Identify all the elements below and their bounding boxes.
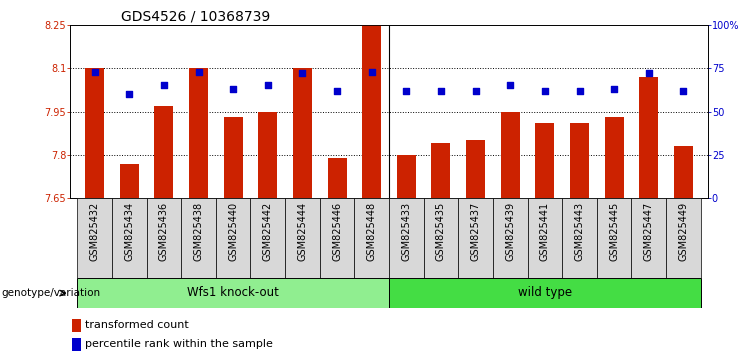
Bar	[639, 77, 658, 198]
Text: GSM825437: GSM825437	[471, 202, 481, 262]
Point	[193, 69, 205, 74]
Bar	[285, 198, 320, 278]
Text: GSM825443: GSM825443	[574, 202, 585, 261]
Text: wild type: wild type	[518, 286, 572, 299]
Point	[505, 82, 516, 88]
Text: GSM825446: GSM825446	[332, 202, 342, 261]
Text: GSM825449: GSM825449	[679, 202, 688, 261]
Text: percentile rank within the sample: percentile rank within the sample	[84, 339, 273, 349]
Bar	[216, 198, 250, 278]
Text: GSM825448: GSM825448	[367, 202, 376, 261]
Text: GSM825447: GSM825447	[644, 202, 654, 262]
Text: GSM825432: GSM825432	[90, 202, 99, 262]
Bar	[562, 198, 597, 278]
Bar	[493, 198, 528, 278]
Text: genotype/variation: genotype/variation	[1, 288, 101, 298]
Bar	[224, 117, 243, 198]
Bar	[466, 141, 485, 198]
Bar	[570, 123, 589, 198]
Point	[262, 82, 273, 88]
Bar	[73, 338, 82, 351]
Text: GSM825435: GSM825435	[436, 202, 446, 262]
Bar	[389, 198, 424, 278]
Text: GSM825439: GSM825439	[505, 202, 515, 261]
Bar	[501, 112, 519, 198]
Text: GSM825444: GSM825444	[297, 202, 308, 261]
Bar	[182, 198, 216, 278]
Bar	[250, 198, 285, 278]
Bar	[154, 106, 173, 198]
Text: GSM825433: GSM825433	[402, 202, 411, 261]
Bar	[597, 198, 631, 278]
Point	[158, 82, 170, 88]
Bar	[320, 198, 354, 278]
Bar	[458, 198, 493, 278]
Bar	[77, 198, 112, 278]
Point	[331, 88, 343, 93]
Bar	[397, 155, 416, 198]
Bar	[535, 123, 554, 198]
Bar	[77, 278, 389, 308]
Text: Wfs1 knock-out: Wfs1 knock-out	[187, 286, 279, 299]
Bar	[389, 278, 701, 308]
Point	[677, 88, 689, 93]
Text: GSM825445: GSM825445	[609, 202, 619, 262]
Text: GSM825440: GSM825440	[228, 202, 238, 261]
Point	[608, 86, 620, 92]
Bar	[666, 198, 701, 278]
Text: GSM825436: GSM825436	[159, 202, 169, 261]
Bar	[73, 319, 82, 332]
Point	[539, 88, 551, 93]
Bar	[424, 198, 458, 278]
Bar	[147, 198, 182, 278]
Bar	[293, 68, 312, 198]
Point	[89, 69, 101, 74]
Bar	[189, 68, 208, 198]
Text: GSM825438: GSM825438	[193, 202, 204, 261]
Point	[366, 69, 378, 74]
Point	[123, 91, 135, 97]
Bar	[362, 25, 381, 198]
Bar	[120, 164, 139, 198]
Bar	[328, 158, 347, 198]
Bar	[674, 146, 693, 198]
Text: GSM825441: GSM825441	[540, 202, 550, 261]
Text: GSM825434: GSM825434	[124, 202, 134, 261]
Point	[400, 88, 412, 93]
Bar	[528, 198, 562, 278]
Bar	[112, 198, 147, 278]
Text: transformed count: transformed count	[84, 320, 188, 330]
Point	[296, 70, 308, 76]
Bar	[259, 112, 277, 198]
Bar	[631, 198, 666, 278]
Text: GSM825442: GSM825442	[263, 202, 273, 262]
Bar	[85, 68, 104, 198]
Bar	[605, 117, 624, 198]
Point	[227, 86, 239, 92]
Bar	[354, 198, 389, 278]
Point	[643, 70, 655, 76]
Point	[574, 88, 585, 93]
Bar	[431, 143, 451, 198]
Point	[435, 88, 447, 93]
Text: GDS4526 / 10368739: GDS4526 / 10368739	[122, 10, 270, 24]
Point	[470, 88, 482, 93]
